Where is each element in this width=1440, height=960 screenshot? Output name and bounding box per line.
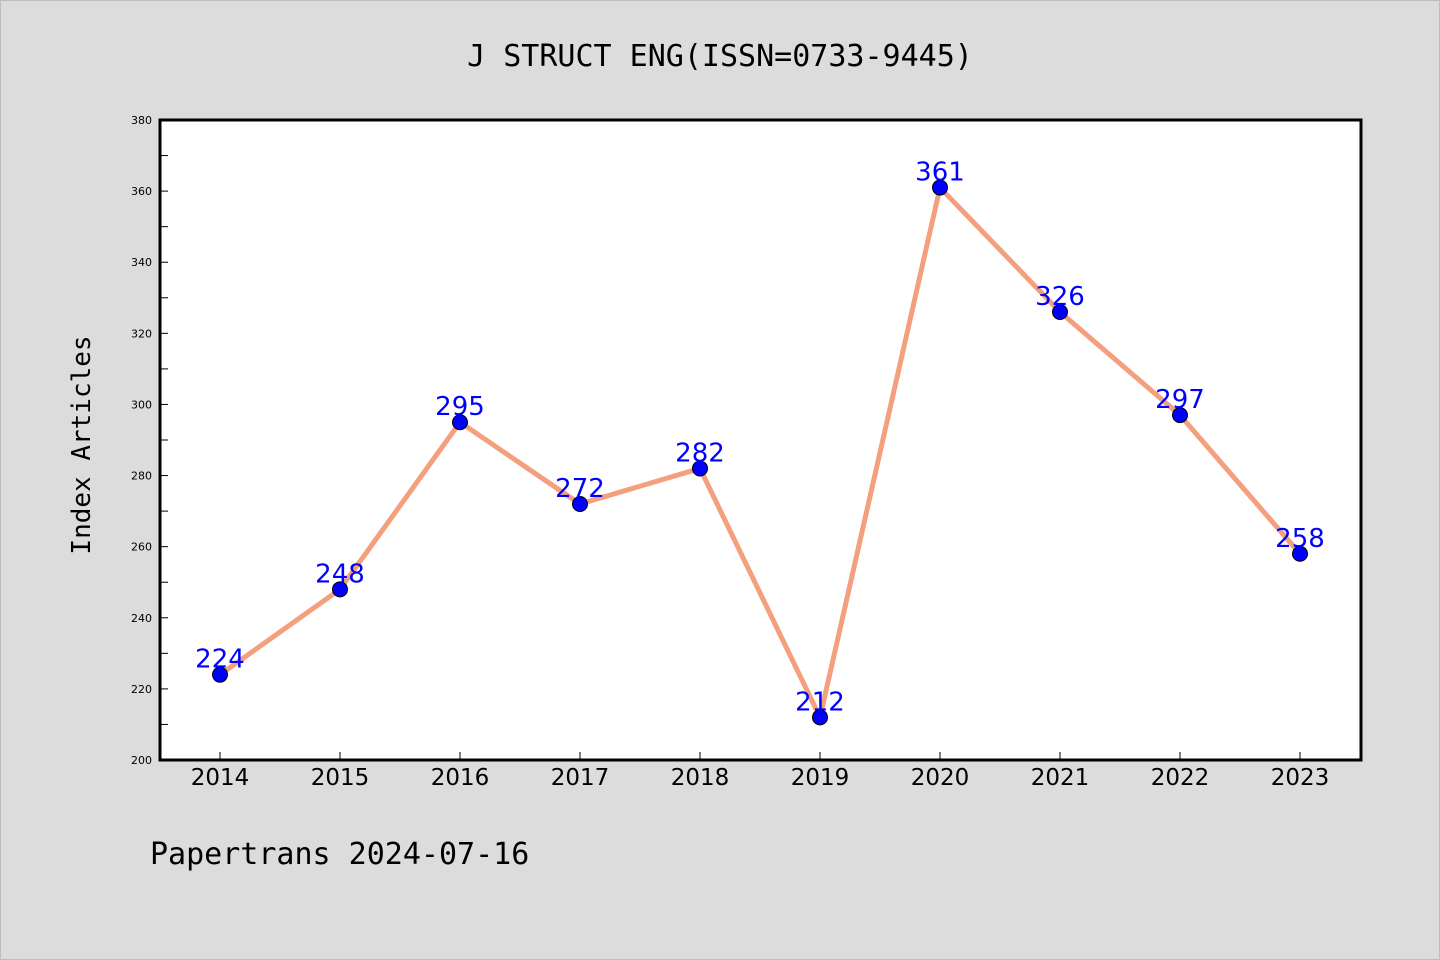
series-layer: 224 248 295 272 282 212 361 326 297 258 [195,158,1325,726]
data-point [1172,407,1188,424]
y-tick-label: 340 [131,256,152,269]
data-label: 248 [315,559,365,589]
data-label: 272 [555,474,605,504]
y-tick-label: 200 [131,754,152,767]
data-point [1292,545,1308,562]
data-label: 282 [675,438,725,468]
y-tick-label: 220 [131,683,152,696]
y-tick-label: 360 [131,185,152,198]
x-tick-label: 2015 [311,765,370,791]
y-tick-label: 240 [131,612,152,625]
data-label: 361 [915,158,965,188]
data-label: 295 [435,392,485,422]
data-point [932,179,948,196]
data-point [572,496,588,512]
y-tick-label: 260 [131,541,152,554]
data-label: 258 [1275,524,1325,554]
x-tick-label: 2022 [1151,765,1210,791]
data-point [332,581,348,598]
data-label: 326 [1035,282,1085,312]
plot-area [158,118,1363,762]
y-axis-label: Index Articles [67,335,97,554]
y-axis: 200 220 240 260 280 300 320 340 360 380 [131,114,168,767]
chart-title: J STRUCT ENG(ISSN=0733-9445) [467,39,973,74]
x-tick-label: 2014 [191,765,250,791]
x-tick-label: 2018 [671,765,730,791]
x-tick-label: 2017 [551,765,610,791]
data-label: 212 [795,687,845,717]
data-point [692,460,708,477]
y-tick-label: 300 [131,398,152,411]
data-point [452,414,468,431]
x-tick-label: 2016 [431,765,490,791]
plot-background [158,118,1363,762]
y-tick-label: 320 [131,327,152,340]
series-line [217,185,1303,720]
x-tick-label: 2023 [1271,765,1330,791]
y-tick-label: 380 [131,114,152,127]
y-tick-label: 280 [131,470,152,483]
data-label: 297 [1155,385,1205,415]
footer-credit: Papertrans 2024-07-16 [150,837,529,872]
data-point [1052,304,1068,320]
data-point [212,666,228,683]
x-axis: 2014 2015 2016 2017 2018 2019 2020 2021 2022 2023 [191,752,1330,791]
x-tick-label: 2020 [911,765,970,791]
x-tick-label: 2019 [791,765,850,791]
data-label: 224 [195,645,245,675]
data-point [812,709,828,726]
x-tick-label: 2021 [1031,765,1090,791]
